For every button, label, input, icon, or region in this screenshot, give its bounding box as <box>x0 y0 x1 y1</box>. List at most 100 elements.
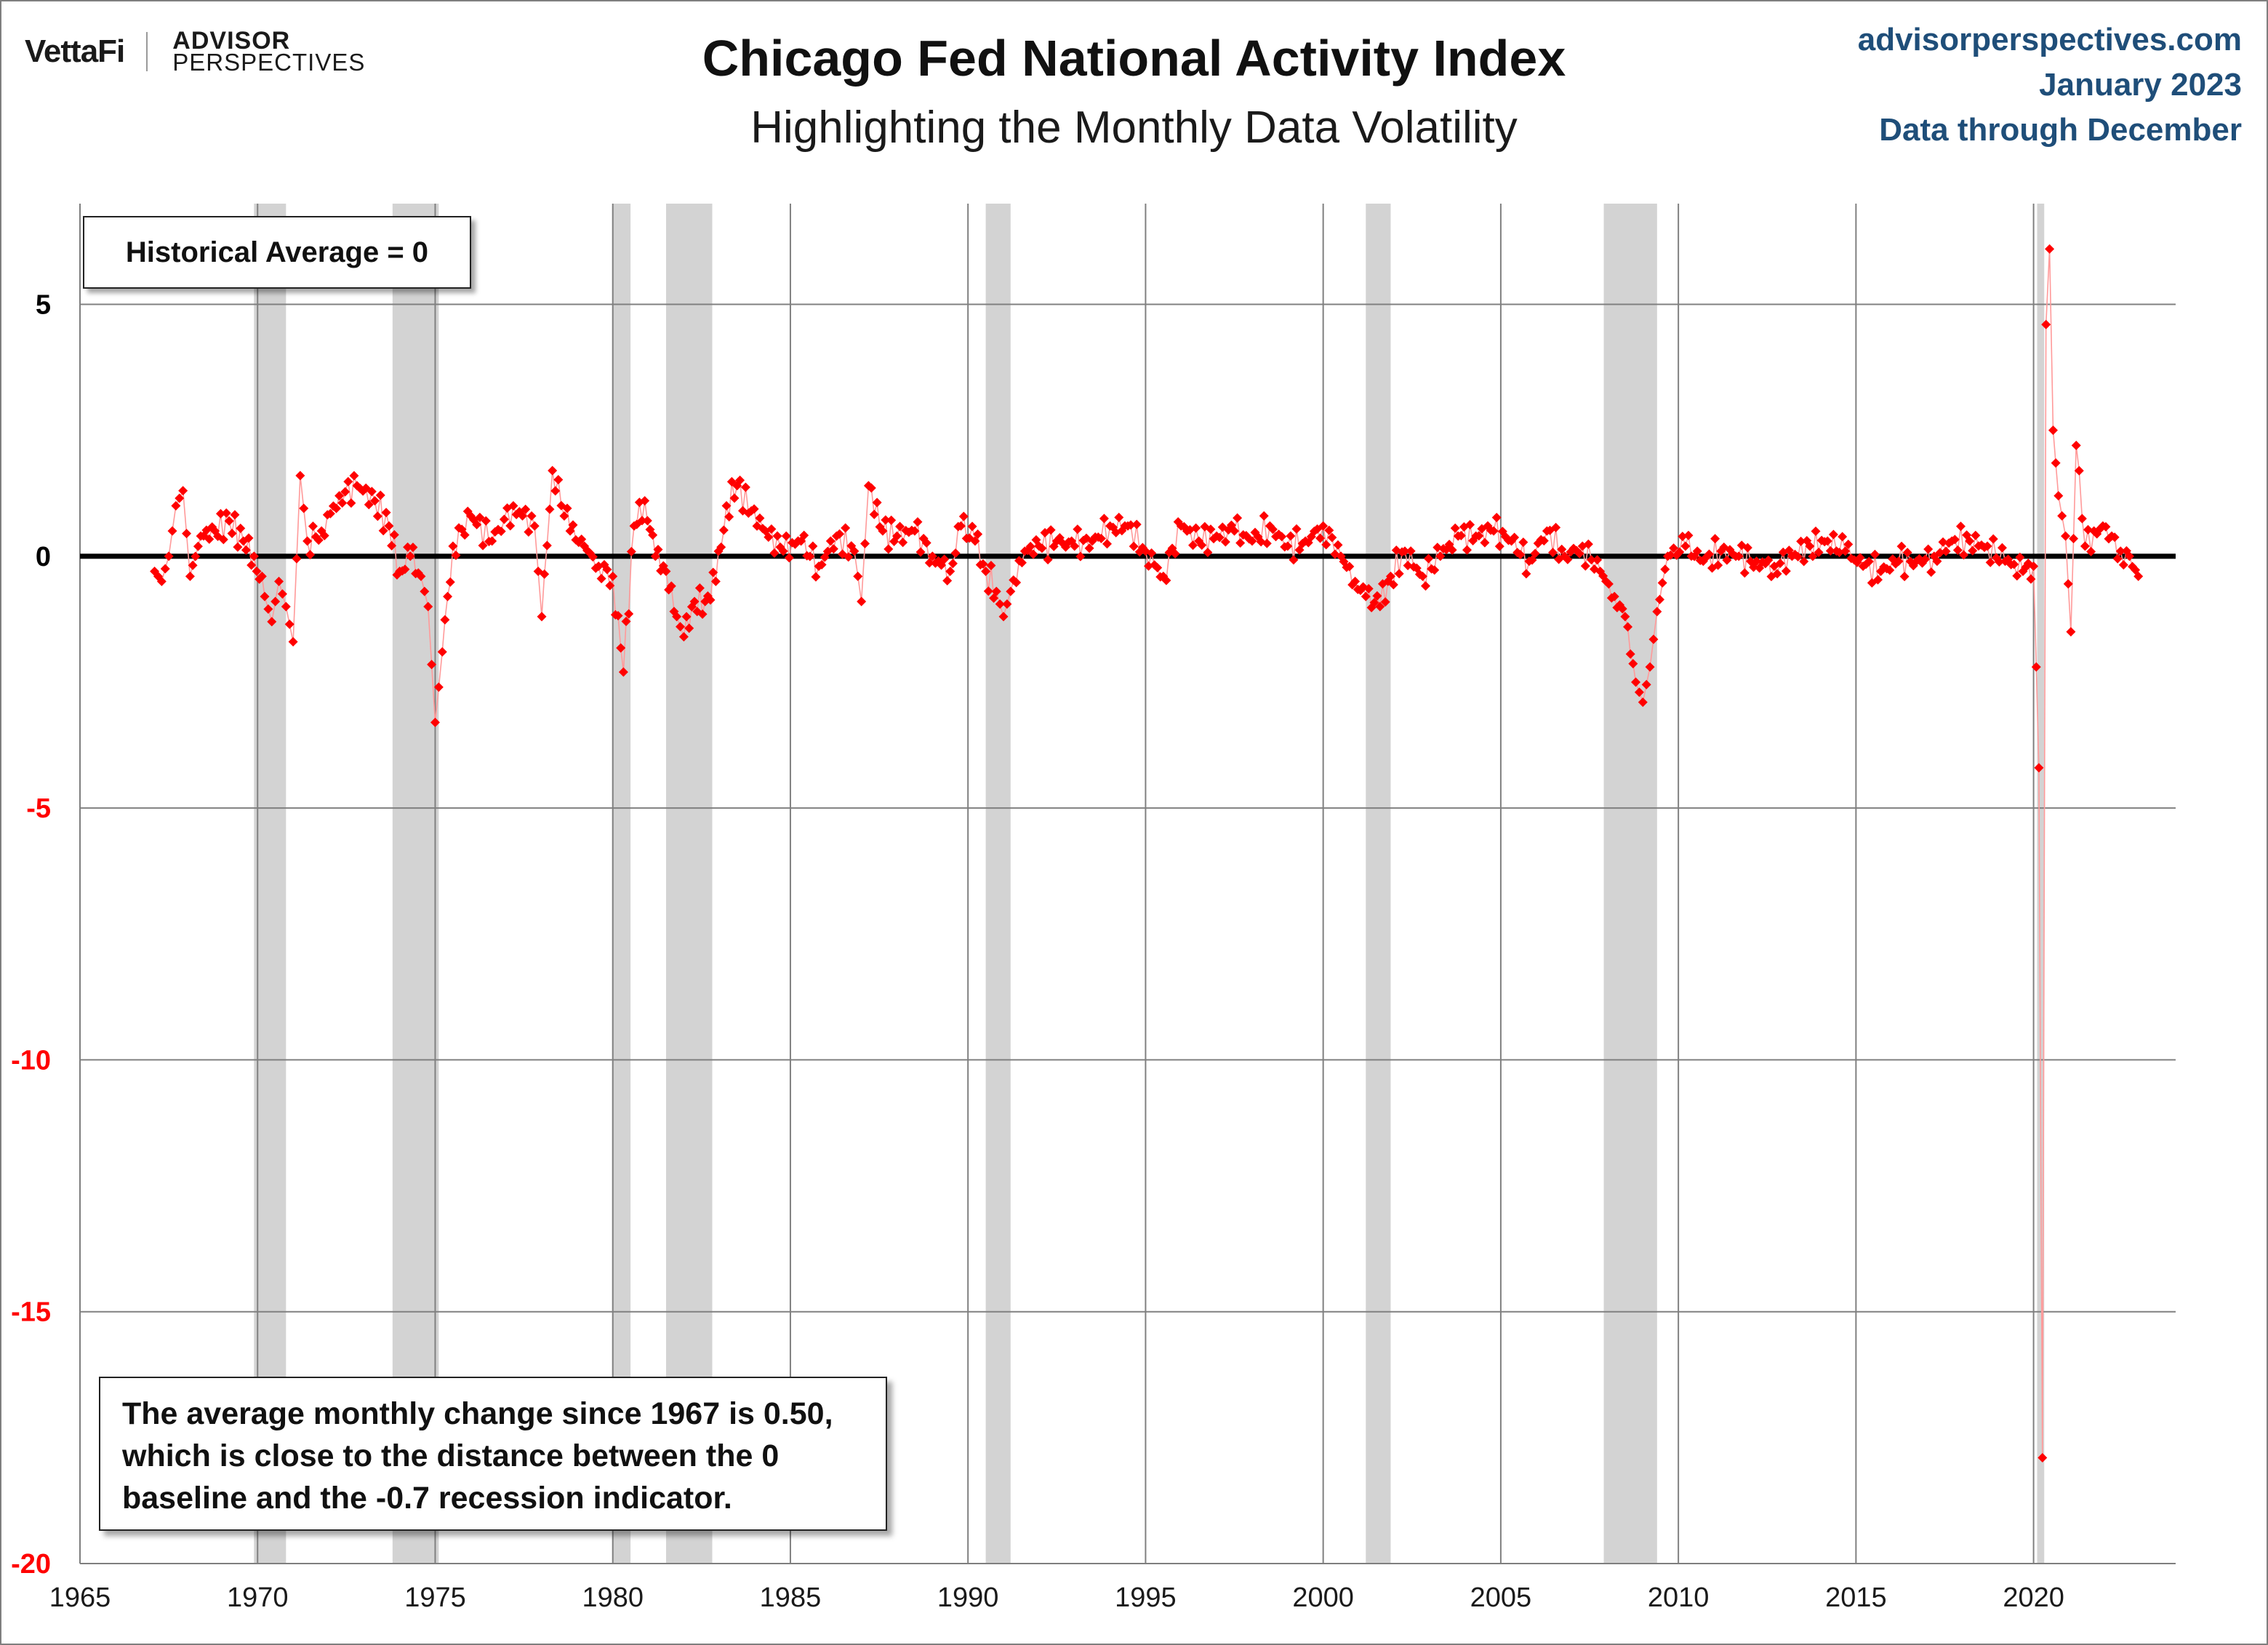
data-point <box>526 511 537 521</box>
plot-area-border <box>79 204 2176 1564</box>
data-point <box>487 536 497 546</box>
data-point <box>364 500 374 510</box>
data-point <box>2057 511 2067 521</box>
data-point <box>1828 529 1838 540</box>
data-point <box>1742 543 1752 553</box>
data-point <box>1965 536 1975 546</box>
data-point <box>1188 540 1198 551</box>
data-point <box>915 547 926 557</box>
data-point <box>1070 541 1080 551</box>
data-point <box>349 471 359 481</box>
data-point <box>2101 521 2111 532</box>
data-point <box>1932 556 1942 567</box>
data-point <box>684 623 694 633</box>
data-point <box>694 583 705 593</box>
data-point <box>267 617 277 627</box>
data-point <box>1424 553 1434 564</box>
data-point <box>1680 541 1691 551</box>
recession-band <box>612 204 631 1564</box>
data-point <box>332 503 342 513</box>
data-point <box>945 567 955 577</box>
y-tick-label: 0 <box>36 542 51 572</box>
data-point <box>1214 532 1225 543</box>
data-point <box>1775 559 1785 569</box>
data-point <box>1043 555 1053 565</box>
data-point <box>193 541 203 551</box>
data-point <box>1952 545 1963 555</box>
data-point <box>721 501 732 511</box>
data-point <box>624 609 634 619</box>
data-point <box>537 612 547 622</box>
data-point <box>708 567 718 577</box>
data-point <box>215 508 225 519</box>
x-tick-label: 2000 <box>1292 1582 1354 1613</box>
data-point <box>505 521 516 531</box>
data-point <box>749 504 759 514</box>
data-point <box>277 589 287 599</box>
data-point <box>1683 530 1694 540</box>
data-point <box>1247 536 1257 546</box>
data-point <box>1129 541 1139 551</box>
data-point <box>724 512 734 522</box>
data-point <box>891 531 902 541</box>
data-point <box>182 529 192 539</box>
data-point <box>784 553 794 563</box>
data-point <box>1959 550 1969 560</box>
data-point <box>1206 524 1216 535</box>
data-point <box>1920 554 1931 564</box>
data-point <box>1075 551 1086 561</box>
data-point <box>2048 425 2058 436</box>
data-point <box>387 540 397 551</box>
data-point <box>1380 597 1390 607</box>
chart-title: Chicago Fed National Activity Index <box>702 30 1566 87</box>
data-point <box>178 486 188 496</box>
data-point <box>389 529 399 540</box>
data-point <box>1950 535 1960 545</box>
data-point <box>1096 534 1106 544</box>
data-point <box>1586 555 1596 565</box>
data-point <box>1805 541 1815 551</box>
data-point <box>1488 526 1499 536</box>
data-point <box>366 487 377 497</box>
data-point <box>828 544 838 554</box>
data-point <box>1143 561 1153 571</box>
data-point <box>400 564 410 575</box>
data-point <box>1084 543 1094 553</box>
data-point <box>1955 521 1966 532</box>
data-point <box>1638 697 1648 708</box>
y-tick-label: 5 <box>36 290 51 321</box>
recession-band <box>1603 204 1657 1564</box>
x-tick-label: 1990 <box>937 1582 999 1613</box>
data-point <box>553 475 564 485</box>
data-point <box>947 559 958 569</box>
site-url[interactable]: advisorperspectives.com <box>1857 22 2242 57</box>
data-point <box>340 487 350 497</box>
data-point <box>1722 555 1732 565</box>
data-point <box>588 552 598 562</box>
data-point <box>1406 546 1416 556</box>
data-point <box>1620 612 1630 622</box>
vettafi-logo: VettaFi <box>25 33 125 69</box>
data-point <box>221 508 231 519</box>
data-point <box>1421 581 1431 591</box>
logo-divider <box>146 32 148 71</box>
data-point <box>346 498 356 508</box>
y-tick-label: -15 <box>11 1297 51 1328</box>
data-point <box>1363 584 1374 594</box>
brand-logo: VettaFi ADVISOR PERSPECTIVES <box>25 26 365 77</box>
data-point <box>1430 565 1440 575</box>
data-point <box>883 544 894 554</box>
advisor-perspectives-logo: ADVISOR PERSPECTIVES <box>172 28 365 74</box>
data-point <box>1625 649 1635 659</box>
data-point <box>1235 538 1246 548</box>
data-point <box>678 632 689 642</box>
data-point <box>1400 546 1410 556</box>
x-tick-label: 1985 <box>760 1582 822 1613</box>
data-point <box>191 551 201 561</box>
y-tick-label: -20 <box>11 1549 51 1580</box>
data-point <box>529 521 540 531</box>
data-point <box>1583 539 1593 549</box>
data-point <box>1982 541 1992 551</box>
data-point <box>1838 532 1848 542</box>
